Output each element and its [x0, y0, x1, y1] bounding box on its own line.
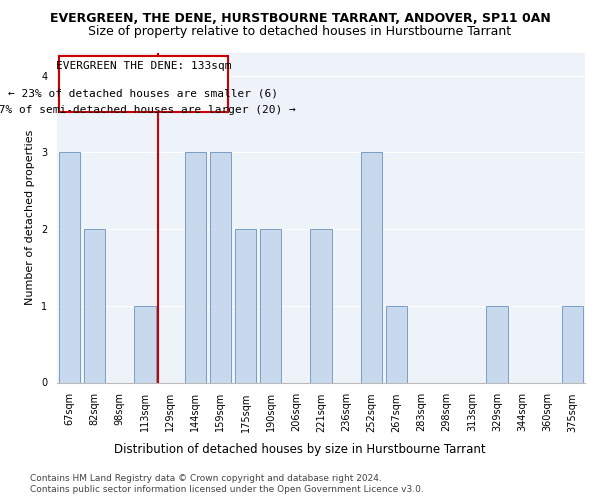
Bar [59, 152, 80, 382]
Bar [562, 306, 583, 382]
Bar [386, 306, 407, 382]
Text: EVERGREEN, THE DENE, HURSTBOURNE TARRANT, ANDOVER, SP11 0AN: EVERGREEN, THE DENE, HURSTBOURNE TARRANT… [50, 12, 550, 26]
Bar [260, 229, 281, 382]
Bar [361, 152, 382, 382]
Bar [235, 229, 256, 382]
Bar [134, 306, 155, 382]
Bar [84, 229, 106, 382]
Text: ← 23% of detached houses are smaller (6): ← 23% of detached houses are smaller (6) [8, 88, 278, 99]
Text: EVERGREEN THE DENE: 133sqm: EVERGREEN THE DENE: 133sqm [56, 60, 231, 70]
Bar [59, 56, 228, 112]
Text: Contains public sector information licensed under the Open Government Licence v3: Contains public sector information licen… [30, 485, 424, 494]
Text: Size of property relative to detached houses in Hurstbourne Tarrant: Size of property relative to detached ho… [88, 25, 512, 38]
Bar [310, 229, 332, 382]
Bar [487, 306, 508, 382]
Text: 77% of semi-detached houses are larger (20) →: 77% of semi-detached houses are larger (… [0, 104, 295, 115]
Bar [185, 152, 206, 382]
Bar [210, 152, 231, 382]
Text: Contains HM Land Registry data © Crown copyright and database right 2024.: Contains HM Land Registry data © Crown c… [30, 474, 382, 483]
Text: Distribution of detached houses by size in Hurstbourne Tarrant: Distribution of detached houses by size … [114, 442, 486, 456]
Y-axis label: Number of detached properties: Number of detached properties [25, 130, 35, 305]
